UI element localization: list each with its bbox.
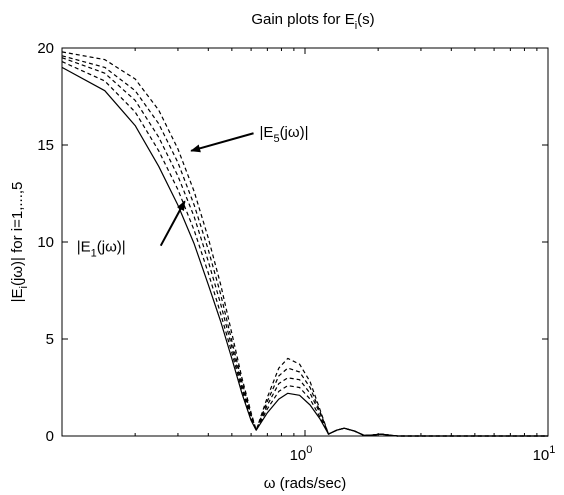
annotations: |E5(jω)| |E1(jω)| bbox=[77, 124, 309, 259]
chart-title: Gain plots for Ei(s) bbox=[251, 11, 374, 32]
x-tick-label-exp: 0 bbox=[306, 444, 312, 456]
chart-title-tail: (s) bbox=[357, 11, 375, 28]
annotation-arrow-e1 bbox=[159, 200, 186, 247]
y-axis-ticks: 0 5 10 15 20 bbox=[37, 40, 548, 445]
y-tick-label: 10 bbox=[37, 234, 54, 251]
y-tick-label: 5 bbox=[46, 331, 54, 348]
x-tick-label-base: 10 bbox=[533, 447, 550, 464]
x-tick-label: 100 bbox=[290, 444, 313, 464]
series-line-5 bbox=[61, 51, 548, 437]
x-tick-label: 101 bbox=[533, 444, 556, 464]
annotation-arrow-e5 bbox=[190, 132, 254, 153]
series-lines bbox=[61, 51, 548, 437]
chart-title-main: Gain plots for E bbox=[251, 11, 354, 28]
y-tick-label: 0 bbox=[46, 428, 54, 445]
annotation-label-e5: |E5(jω)| bbox=[260, 124, 309, 145]
series-line-2 bbox=[61, 61, 548, 437]
x-tick-label-base: 10 bbox=[290, 447, 307, 464]
series-line-4 bbox=[61, 55, 548, 437]
annotation-label-e1: |E1(jω)| bbox=[77, 239, 126, 260]
plot-frame bbox=[61, 47, 549, 437]
x-axis-label: ω (rads/sec) bbox=[264, 475, 347, 492]
y-axis-label-end: (jω)| for i=1,...,5 bbox=[9, 182, 26, 286]
series-line-3 bbox=[61, 57, 548, 437]
y-tick-label: 20 bbox=[37, 40, 54, 57]
x-axis-ticks: 100 101 bbox=[134, 48, 556, 464]
chart-title-sub: i bbox=[355, 20, 357, 32]
y-axis-label: |Ei(jω)| for i=1,...,5 bbox=[9, 182, 30, 303]
y-axis-label-start: |E bbox=[9, 288, 26, 302]
x-tick-label-exp: 1 bbox=[549, 444, 555, 456]
y-tick-label: 15 bbox=[37, 137, 54, 154]
y-axis-label-sub: i bbox=[18, 286, 30, 288]
